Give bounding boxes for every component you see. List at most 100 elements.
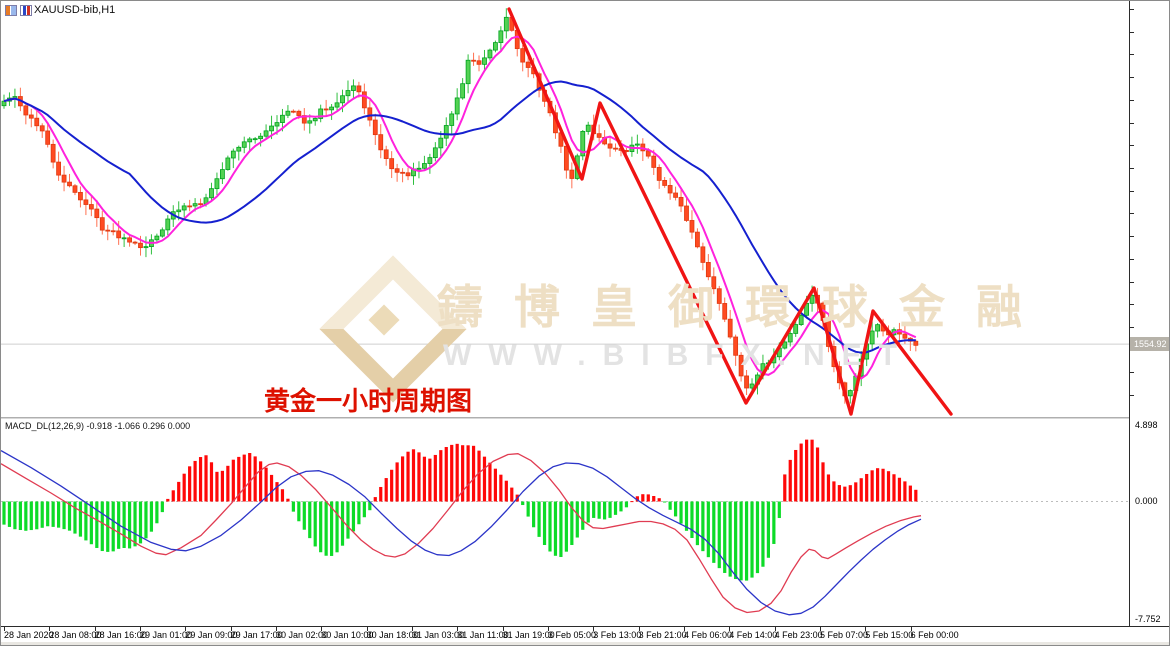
candle-down <box>132 241 138 244</box>
macd-histogram-bar <box>384 478 388 502</box>
candle-down <box>99 217 105 231</box>
macd-main-line <box>1 453 922 614</box>
candle-down <box>476 60 482 65</box>
price-axis-tick <box>1130 395 1134 397</box>
macd-histogram-bar <box>581 501 585 530</box>
time-axis-tick <box>275 627 277 631</box>
macd-histogram-bar <box>351 501 356 532</box>
candle-down <box>705 262 711 278</box>
candle-down <box>689 220 695 233</box>
time-axis-tick <box>94 627 96 631</box>
macd-histogram-bar <box>133 501 137 547</box>
macd-histogram-bar <box>477 450 481 502</box>
candle-up <box>454 97 460 115</box>
candlestick-chart-canvas[interactable] <box>1 1 1129 418</box>
time-axis[interactable]: 28 Jan 2020 28 Jan 08:00 28 Jan 16:00 29 Ja… <box>1 627 1169 645</box>
macd-histogram-bar <box>51 501 55 527</box>
macd-histogram-bar <box>854 482 858 502</box>
time-axis-label: 30 Jan 10:00 <box>321 630 374 640</box>
time-axis-tick <box>547 627 549 631</box>
candle-up <box>460 83 466 99</box>
macd-histogram-bar <box>417 452 421 502</box>
main-chart-pane[interactable]: 鑄博皇御環球金融 WWW.BIBFX.NET 黄金一小时周期图 <box>1 1 1129 418</box>
macd-histogram-bar <box>330 501 334 556</box>
trendline-annotation[interactable] <box>507 7 953 416</box>
macd-histogram-bar <box>630 501 634 503</box>
time-axis-tick <box>729 627 731 631</box>
candle-down <box>716 288 722 304</box>
candle-up <box>443 125 449 139</box>
candle-up <box>422 163 427 169</box>
macd-axis-label: -7.752 <box>1135 614 1161 624</box>
macd-histogram-bar <box>624 501 629 508</box>
macd-indicator-pane[interactable] <box>1 419 1129 626</box>
macd-histogram-bar <box>499 474 503 502</box>
macd-chart-canvas[interactable] <box>1 419 1129 626</box>
macd-histogram-bar <box>73 501 77 534</box>
macd-histogram-bar <box>24 501 28 531</box>
current-price-badge: 1554.92 <box>1130 337 1169 351</box>
macd-histogram-bar <box>717 501 721 569</box>
macd-histogram-bar <box>35 501 39 530</box>
price-axis-tick <box>1130 281 1134 283</box>
macd-histogram-bar <box>193 460 197 502</box>
candle-down <box>116 230 122 239</box>
time-axis-label: 31 Jan 11:00 <box>457 630 509 640</box>
candle-up <box>787 333 793 343</box>
macd-histogram-bar <box>357 501 361 525</box>
slow-ma-line <box>3 80 916 354</box>
candle-down <box>667 185 673 194</box>
macd-histogram-bar <box>18 501 22 531</box>
price-axis[interactable]: 1591.801589.301586.801584.301581.801579.… <box>1130 1 1169 626</box>
macd-histogram-bar <box>340 501 345 546</box>
candle-up <box>782 341 788 349</box>
macd-histogram-bar <box>876 468 880 502</box>
macd-histogram-bar <box>805 439 809 502</box>
candle-down <box>607 143 613 149</box>
macd-histogram-bar <box>40 501 44 528</box>
price-axis-tick <box>1130 327 1134 328</box>
time-axis-label: 31 Jan 19:00 <box>502 630 555 640</box>
macd-histogram-bar <box>870 470 874 502</box>
candle-down <box>23 105 29 116</box>
candle-down <box>722 303 728 320</box>
macd-histogram-bar <box>564 501 568 552</box>
macd-histogram-bar <box>690 501 694 539</box>
macd-histogram-bar <box>815 447 820 502</box>
macd-histogram-bar <box>859 478 863 502</box>
candle-up <box>121 237 127 240</box>
candle-up <box>219 169 225 180</box>
candle-up <box>263 130 269 137</box>
macd-histogram-bar <box>78 501 83 537</box>
candle-up <box>340 95 345 104</box>
candle-up <box>345 90 351 97</box>
pane-divider[interactable] <box>1 417 1129 419</box>
macd-signal-line <box>1 450 922 616</box>
candle-up <box>329 106 335 111</box>
macd-histogram-bar <box>160 501 164 513</box>
macd-histogram-bar <box>428 458 432 502</box>
watermark-brand-text: 鑄博皇御環球金融 <box>437 281 1053 333</box>
macd-histogram-bar <box>521 501 525 506</box>
price-axis-tick <box>1130 258 1134 260</box>
bottom-strip <box>1 642 1169 645</box>
macd-histogram-bar <box>182 473 186 502</box>
macd-histogram-bar <box>177 481 181 502</box>
price-axis-tick <box>1130 236 1134 238</box>
macd-histogram-bar <box>914 489 918 502</box>
candle-down <box>50 143 56 163</box>
candle-down <box>520 48 526 63</box>
candle-down <box>187 205 193 208</box>
symbol-period-title: XAUUSD-bib,H1 <box>34 4 116 16</box>
time-axis-tick <box>865 627 867 631</box>
time-axis-tick <box>230 627 232 631</box>
macd-histogram-bar <box>684 501 689 531</box>
macd-histogram-bar <box>335 501 339 553</box>
price-axis-tick <box>1130 31 1134 33</box>
candle-down <box>198 203 203 206</box>
macd-histogram-bar <box>646 494 650 502</box>
candle-down <box>400 171 405 174</box>
candle-up <box>580 131 586 157</box>
candle-down <box>367 107 373 121</box>
macd-histogram-bar <box>788 459 792 502</box>
